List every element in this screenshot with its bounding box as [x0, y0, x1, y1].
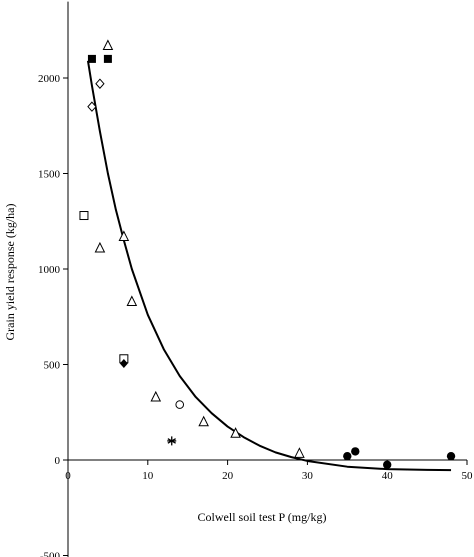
point-open-diamond: [87, 101, 97, 112]
point-open-square: [79, 211, 89, 221]
x-tick-label: 50: [462, 470, 474, 482]
data-points-layer: [79, 39, 456, 469]
point-open-diamond: [95, 78, 105, 89]
y-tick-label: 0: [55, 455, 61, 467]
point-filled-circle: [351, 447, 360, 456]
y-tick-label: 1500: [38, 169, 61, 181]
point-open-triangle: [294, 447, 305, 458]
point-open-triangle: [102, 39, 114, 51]
x-tick-label: 40: [382, 470, 394, 482]
point-open-triangle: [126, 295, 138, 306]
y-axis-label: Grain yield response (kg/ha): [3, 204, 17, 341]
point-filled-circle: [446, 451, 456, 461]
x-tick-label: 30: [302, 470, 314, 482]
axes: -500 0 500 1000 1500 2000 0 10 20 30 40 50: [38, 1, 474, 557]
point-open-triangle: [230, 427, 241, 438]
point-filled-square: [87, 54, 96, 63]
fitted-curve: [86, 60, 452, 472]
labels: Colwell soil test P (mg/kg) Grain yield …: [3, 204, 326, 524]
y-tick-label: 2000: [38, 73, 61, 85]
y-tick-label: -500: [40, 551, 61, 557]
y-tick-label: 1000: [38, 264, 61, 276]
point-open-triangle: [198, 415, 209, 427]
y-tick-label: 500: [44, 360, 61, 372]
x-axis-label: Colwell soil test P (mg/kg): [198, 510, 327, 524]
point-open-triangle: [150, 390, 162, 402]
point-filled-diamond: [119, 359, 128, 369]
point-open-triangle: [94, 241, 106, 253]
point-filled-circle: [383, 460, 392, 469]
point-open-circle: [175, 400, 185, 409]
point-open-triangle: [118, 230, 130, 242]
x-tick-label: 0: [65, 470, 71, 482]
point-asterisk: [167, 436, 177, 446]
point-filled-square: [103, 54, 112, 63]
point-filled-circle: [343, 451, 352, 461]
fitted-curve-layer: [86, 60, 452, 472]
x-tick-label: 10: [142, 470, 154, 482]
x-tick-label: 20: [222, 470, 234, 482]
